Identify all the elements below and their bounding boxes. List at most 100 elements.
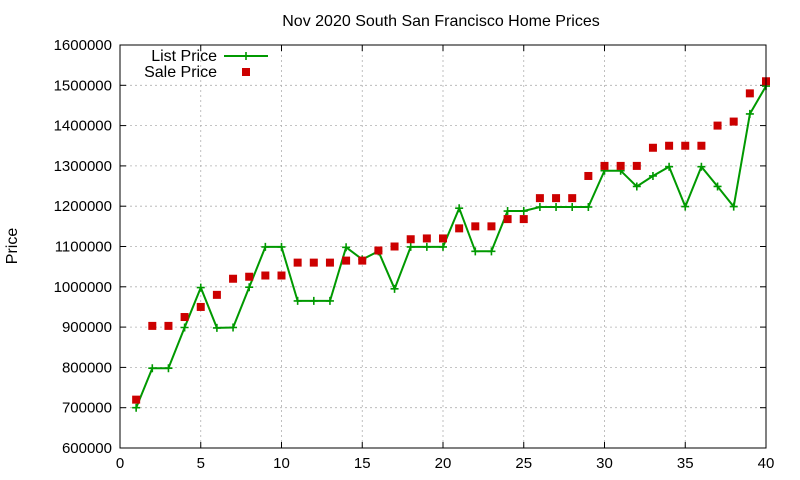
list-price-point [648, 171, 657, 180]
legend: List Price Sale Price [144, 48, 268, 81]
sale-price-point [713, 121, 722, 130]
list-price-point [261, 242, 270, 251]
list-price-point [681, 202, 690, 211]
sale-price-point [261, 271, 270, 280]
sale-price-point [519, 215, 528, 224]
x-tick-label: 0 [116, 455, 124, 472]
y-tick-label: 1300000 [54, 158, 112, 175]
sale-price-point [471, 222, 480, 231]
sale-price-point [729, 117, 738, 126]
y-tick-label: 1600000 [54, 37, 112, 54]
list-price-point [729, 202, 738, 211]
sale-price-point [358, 256, 367, 265]
list-price-point [519, 207, 528, 216]
sale-price-point [584, 171, 593, 180]
sale-price-point [229, 274, 238, 283]
list-price-point [584, 203, 593, 212]
sale-price-point [745, 89, 754, 98]
list-price-point [535, 203, 544, 212]
sale-price-point [535, 194, 544, 203]
axis-ticks: 0 5 10 15 20 25 30 35 40 600000 700000 800000 900000… [54, 37, 775, 472]
sale-price-point [422, 234, 431, 243]
x-tick-label: 25 [515, 455, 532, 472]
sale-price-point [487, 222, 496, 231]
sale-price-point [632, 161, 641, 170]
list-price-point [132, 403, 141, 412]
sale-price-point [616, 161, 625, 170]
list-price-point [212, 323, 221, 332]
list-price-point [342, 243, 351, 252]
sale-price-point [277, 271, 286, 280]
list-price-point [439, 242, 447, 251]
sale-price-point [697, 141, 706, 150]
sale-price-point [309, 258, 318, 267]
sale-price-point [325, 258, 334, 267]
x-tick-label: 35 [677, 455, 694, 472]
list-price-point [277, 242, 286, 251]
list-price-point [632, 182, 641, 191]
sale-price-point [374, 246, 383, 255]
list-price-point [309, 296, 318, 305]
list-price-point [406, 242, 415, 251]
sale-price-point [600, 161, 609, 170]
x-tick-label: 40 [758, 455, 775, 472]
y-tick-label: 1500000 [54, 77, 112, 94]
x-tick-label: 20 [435, 455, 452, 472]
sale-price-point [212, 290, 221, 299]
y-tick-label: 1000000 [54, 279, 112, 296]
list-price-point [148, 364, 157, 373]
sale-price-point [196, 302, 205, 311]
legend-marker-sale-price [242, 68, 250, 76]
x-tick-label: 5 [197, 455, 205, 472]
chart-title: Nov 2020 South San Francisco Home Prices [282, 13, 599, 30]
list-price-point [180, 323, 189, 332]
list-price-point [196, 283, 205, 292]
x-tick-label: 10 [273, 455, 290, 472]
y-axis-label: Price [4, 228, 21, 265]
legend-label-sale-price: Sale Price [144, 64, 217, 81]
y-tick-label: 800000 [62, 359, 112, 376]
list-price-point [697, 162, 706, 171]
list-price-point [665, 162, 674, 171]
list-price-point [325, 296, 334, 305]
list-price-point [245, 283, 254, 292]
y-tick-label: 1400000 [54, 118, 112, 135]
series-layer [132, 77, 770, 412]
sale-price-point [342, 256, 351, 265]
sale-price-point [406, 235, 415, 244]
x-tick-label: 15 [354, 455, 371, 472]
x-tick-label: 30 [596, 455, 613, 472]
plot-frame [119, 44, 767, 449]
list-price-line [135, 85, 767, 409]
sale-price-point [180, 313, 189, 322]
sale-price-point [245, 272, 254, 281]
list-price-point [471, 247, 480, 256]
list-price-point [164, 364, 173, 373]
sale-price-point [503, 215, 512, 224]
sale-price-point [164, 321, 173, 330]
y-tick-label: 700000 [62, 400, 112, 417]
list-price-point [293, 296, 302, 305]
legend-marker-list-price [242, 52, 250, 60]
sale-price-point [455, 224, 464, 233]
list-price-point [713, 182, 722, 191]
y-tick-label: 900000 [62, 319, 112, 336]
sale-price-point [293, 258, 302, 267]
list-price-point [568, 203, 577, 212]
sale-price-point [390, 242, 399, 251]
list-price-point [455, 204, 464, 213]
y-tick-label: 600000 [62, 440, 112, 457]
sale-price-point [665, 141, 674, 150]
list-price-point [745, 109, 754, 118]
sale-price-point [439, 234, 447, 243]
sale-price-point [132, 395, 141, 404]
sale-price-point [148, 321, 157, 330]
y-tick-label: 1200000 [54, 198, 112, 215]
list-price-point [390, 284, 399, 293]
list-price-point [229, 323, 238, 332]
legend-label-list-price: List Price [151, 48, 217, 65]
sale-price-point [648, 143, 657, 152]
list-price-point [503, 207, 512, 216]
list-price-point [552, 203, 561, 212]
